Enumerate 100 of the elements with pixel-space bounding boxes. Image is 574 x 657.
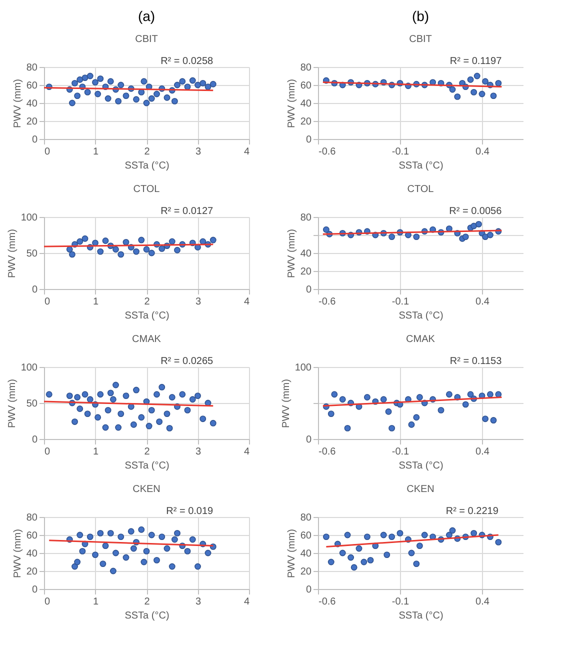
chart-title: CTOL	[133, 184, 160, 195]
point	[118, 410, 124, 418]
y-tick-label: 0	[32, 434, 38, 446]
point	[156, 418, 163, 425]
chart-title: CKEN	[406, 484, 434, 495]
x-axis-title: SSTa (°C)	[124, 610, 170, 622]
x-tick-label: 0.4	[476, 446, 490, 458]
x-tick-label: 0	[44, 146, 50, 158]
point	[189, 396, 196, 403]
point	[146, 422, 152, 430]
point	[130, 421, 137, 428]
point	[97, 75, 104, 82]
point	[143, 246, 150, 253]
point	[133, 248, 140, 255]
point	[122, 92, 130, 100]
y-tick-label: 40	[26, 98, 38, 110]
point	[143, 100, 150, 106]
point	[148, 532, 155, 538]
point	[86, 534, 94, 540]
point	[82, 391, 88, 398]
point	[179, 78, 186, 85]
x-tick-label: 4	[244, 146, 250, 158]
x-tick-label: -0.6	[318, 446, 336, 458]
text: R² = 0.0265	[160, 356, 214, 367]
y-axis-title: PWV (mm)	[286, 529, 298, 578]
point	[122, 238, 130, 246]
point	[102, 542, 109, 550]
point	[133, 386, 140, 394]
x-tick-label: -0.6	[318, 596, 336, 608]
y-tick-label: 50	[26, 398, 38, 410]
y-tick-label: 20	[300, 116, 312, 128]
point	[138, 236, 145, 244]
point	[210, 236, 216, 244]
y-axis-title: PWV (mm)	[286, 229, 298, 278]
y-tick-label: 0	[306, 434, 312, 446]
x-tick-label: 3	[195, 146, 202, 158]
x-tick-label: 0.4	[476, 146, 490, 158]
point	[107, 530, 114, 536]
point	[97, 530, 104, 536]
x-tick-label: 3	[195, 596, 202, 608]
x-tick-label: 0	[44, 446, 50, 458]
x-tick-label: 2	[144, 146, 150, 158]
point	[154, 391, 160, 398]
point	[174, 246, 180, 254]
point	[107, 390, 114, 396]
point	[194, 82, 201, 88]
y-tick-label: 80	[300, 62, 312, 74]
y-axis-title: PWV (mm)	[280, 379, 292, 428]
y-tick-label: 80	[26, 512, 38, 524]
point	[164, 410, 170, 418]
x-tick-label: 1	[92, 146, 99, 158]
y-tick-label: 60	[26, 80, 38, 92]
x-tick-label: 4	[244, 446, 250, 458]
point	[118, 534, 124, 540]
point	[148, 95, 155, 102]
point	[204, 550, 212, 556]
point	[112, 550, 119, 556]
y-tick-label: 100	[20, 212, 38, 224]
point	[130, 545, 137, 552]
point	[189, 77, 196, 84]
point	[138, 526, 145, 533]
point	[94, 414, 102, 421]
point	[168, 563, 176, 570]
point	[84, 410, 91, 418]
y-tick-label: 0	[32, 584, 38, 596]
y-tick-label: 0	[306, 134, 312, 146]
y-tick-label: 100	[20, 362, 38, 374]
point	[74, 394, 81, 400]
y-tick-label: 0	[32, 134, 38, 146]
point	[102, 424, 109, 431]
point	[158, 384, 166, 390]
point	[102, 238, 109, 244]
point	[92, 79, 98, 86]
chart-title: CMAK	[132, 334, 162, 345]
chart-title: CMAK	[406, 334, 436, 345]
point	[171, 98, 178, 104]
point	[104, 406, 112, 414]
point	[154, 556, 160, 564]
point	[148, 406, 155, 414]
text: R² = 0.1153	[450, 356, 502, 367]
y-tick-label: 80	[26, 62, 38, 74]
point	[138, 414, 145, 421]
point	[92, 552, 98, 558]
y-axis-title: PWV (mm)	[6, 379, 18, 428]
x-tick-label: 1	[92, 296, 99, 308]
point	[104, 95, 112, 102]
point	[184, 406, 191, 414]
point	[174, 82, 180, 88]
chart-title: CBIT	[135, 34, 158, 45]
point	[118, 251, 124, 258]
point	[154, 90, 160, 98]
point	[115, 98, 122, 104]
point	[76, 76, 84, 83]
x-tick-label: -0.1	[392, 146, 410, 158]
x-axis-title: SSTa (°C)	[124, 460, 170, 472]
point	[200, 80, 206, 86]
point	[204, 84, 212, 90]
y-tick-label: 0	[306, 584, 312, 596]
point	[189, 536, 196, 543]
y-tick-label: 0	[32, 284, 38, 296]
